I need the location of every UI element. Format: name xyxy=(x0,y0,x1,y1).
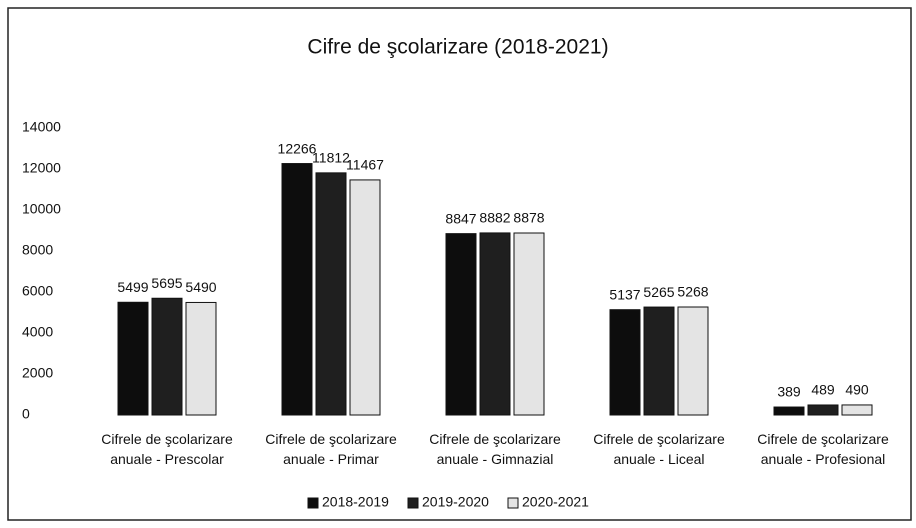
bar xyxy=(151,297,183,416)
bar xyxy=(185,301,217,416)
data-label: 5695 xyxy=(151,275,182,291)
data-label: 389 xyxy=(777,384,801,400)
legend-swatch xyxy=(407,497,419,509)
y-tick-label: 8000 xyxy=(22,242,53,258)
legend-label: 2018-2019 xyxy=(322,494,389,510)
x-tick-label: Cifrele de şcolarizare anuale - Gimnazia… xyxy=(429,431,561,467)
data-label: 5265 xyxy=(643,284,674,300)
bar xyxy=(677,306,709,416)
bar xyxy=(807,404,839,416)
x-tick-label: Cifrele de şcolarizare anuale - Prescola… xyxy=(101,431,233,467)
bar xyxy=(315,172,347,416)
legend-label: 2020-2021 xyxy=(522,494,589,510)
legend-swatch xyxy=(507,497,519,509)
bar xyxy=(445,233,477,416)
y-tick-label: 14000 xyxy=(22,119,61,135)
chart-title: Cifre de şcolarizare (2018-2021) xyxy=(307,36,608,59)
data-label: 12266 xyxy=(278,140,317,156)
x-tick-label: Cifrele de şcolarizare anuale - Liceal xyxy=(593,431,725,467)
y-tick-label: 0 xyxy=(22,406,30,422)
data-label: 490 xyxy=(845,382,869,398)
data-label: 489 xyxy=(811,382,835,398)
data-label: 8878 xyxy=(513,210,544,226)
data-label: 5490 xyxy=(185,279,216,295)
bar xyxy=(349,179,381,416)
data-label: 5268 xyxy=(677,284,708,300)
data-label: 8847 xyxy=(445,210,476,226)
data-label: 11467 xyxy=(346,157,384,173)
y-tick-label: 12000 xyxy=(22,160,61,176)
x-tick-label: Cifrele de şcolarizare anuale - Primar xyxy=(265,431,397,467)
bar xyxy=(841,404,873,416)
y-tick-label: 2000 xyxy=(22,365,53,381)
bar xyxy=(609,309,641,416)
bar xyxy=(281,163,313,416)
bar xyxy=(643,306,675,416)
data-label: 11812 xyxy=(312,150,350,166)
legend-label: 2019-2020 xyxy=(422,494,489,510)
y-tick-label: 4000 xyxy=(22,324,53,340)
data-label: 8882 xyxy=(479,210,510,226)
y-tick-label: 6000 xyxy=(22,283,53,299)
legend-swatch xyxy=(307,497,319,509)
bar xyxy=(513,232,545,416)
data-label: 5137 xyxy=(609,286,640,302)
bar xyxy=(479,232,511,416)
data-label: 5499 xyxy=(117,279,148,295)
bar xyxy=(773,406,805,416)
x-tick-label: Cifrele de şcolarizare anuale - Profesio… xyxy=(757,431,889,467)
chart-border xyxy=(7,7,912,521)
y-tick-label: 10000 xyxy=(22,201,61,217)
bar xyxy=(117,301,149,416)
